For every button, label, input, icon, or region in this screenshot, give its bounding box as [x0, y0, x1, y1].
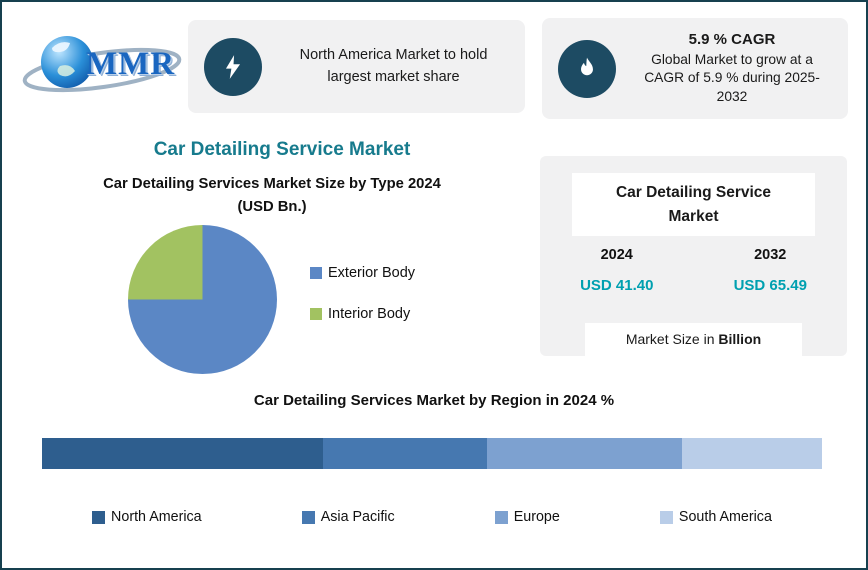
year-2024-label: 2024 [600, 247, 633, 263]
region-legend-item: South America [659, 509, 772, 525]
region-legend-item-swatch [301, 510, 315, 524]
mmr-logo: MMR [22, 28, 187, 110]
pie-chart-title-line1: Car Detailing Services Market Size by Ty… [103, 176, 441, 192]
region-legend-item-label: Europe [513, 509, 560, 525]
pie-legend-item: Interior Body [310, 306, 415, 322]
region-legend-item-label: Asia Pacific [320, 509, 395, 525]
region-chart-title: Car Detailing Services Market by Region … [253, 392, 615, 409]
unit-text: Market Size in [625, 331, 719, 347]
pie-chart [128, 225, 277, 374]
market-size-card-title: Car Detailing Service Market [572, 173, 815, 236]
region-bar-segment [322, 438, 487, 469]
pie-chart-title-line2: (USD Bn.) [237, 198, 307, 215]
region-bar-segment [681, 438, 822, 469]
region-stacked-bar [42, 438, 822, 469]
region-bar-segment [486, 438, 682, 469]
year-row: 2024 2032 [540, 247, 847, 263]
lightning-icon [204, 37, 262, 96]
pie-legend-item-swatch [310, 267, 322, 279]
market-size-unit-box: Market Size in Billion [585, 323, 802, 356]
region-legend-item: Europe [494, 509, 560, 525]
flame-icon [558, 39, 616, 98]
region-legend-item-swatch [494, 510, 508, 524]
region-legend-item-swatch [659, 510, 673, 524]
highlight-card-market-share: North America Market to hold largest mar… [188, 20, 525, 113]
globe-icon [22, 36, 182, 93]
highlight-text: North America Market to hold largest mar… [299, 47, 488, 85]
logo-text: MMR [86, 46, 176, 82]
cagr-text-block: 5.9 % CAGR Global Market to grow at a CA… [632, 31, 832, 107]
region-legend-item: North America [92, 509, 202, 525]
region-legend-item-label: North America [111, 509, 202, 525]
value-2032: USD 65.49 [733, 277, 807, 294]
value-row: USD 41.40 USD 65.49 [540, 277, 847, 294]
region-legend-item: Asia Pacific [301, 509, 395, 525]
region-legend: North America Asia Pacific Europe South Ame… [42, 509, 822, 525]
unit-bold-text: Billion [718, 331, 762, 347]
page-title: Car Detailing Service Market [153, 139, 411, 160]
cagr-title: 5.9 % CAGR [688, 30, 776, 48]
pie-legend-item-swatch [310, 308, 322, 320]
value-2024: USD 41.40 [580, 277, 654, 294]
region-bar-segment [42, 438, 323, 469]
pie-chart-title: Car Detailing Services Market Size by Ty… [42, 173, 502, 219]
pie-legend-item: Exterior Body [310, 265, 415, 281]
highlight-card-cagr: 5.9 % CAGR Global Market to grow at a CA… [542, 18, 848, 119]
market-size-card: Car Detailing Service Market 2024 2032 U… [540, 156, 847, 356]
pie-legend-item-label: Exterior Body [328, 265, 416, 281]
cagr-subtext: Global Market to grow at a CAGR of 5.9 %… [644, 51, 820, 104]
pie-legend: Exterior Body Interior Body [310, 265, 415, 322]
pie-legend-item-label: Interior Body [328, 306, 411, 322]
region-legend-item-label: South America [678, 509, 772, 525]
year-2032-label: 2032 [754, 247, 787, 263]
region-legend-item-swatch [92, 510, 106, 524]
